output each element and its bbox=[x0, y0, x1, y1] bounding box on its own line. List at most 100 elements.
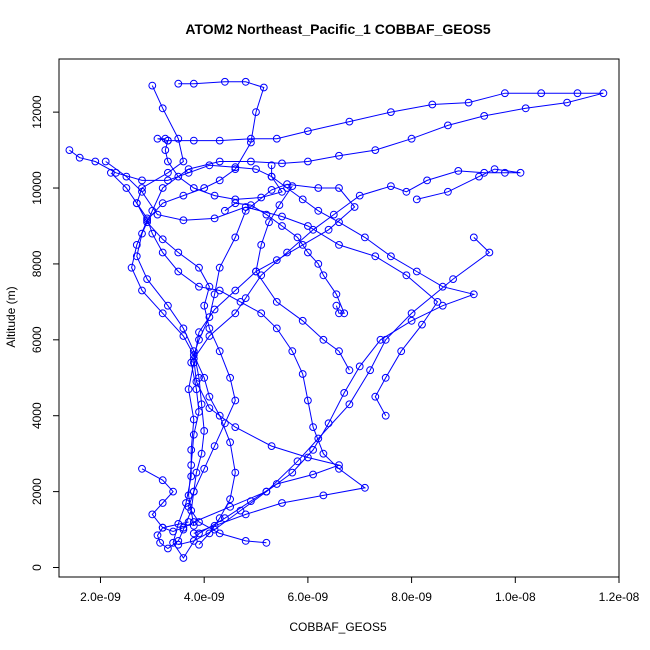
data-point bbox=[262, 210, 271, 219]
data-point bbox=[272, 256, 281, 265]
data-point bbox=[174, 172, 183, 181]
data-point bbox=[309, 225, 318, 234]
data-point bbox=[402, 271, 411, 280]
data-point bbox=[469, 233, 478, 242]
data-point bbox=[169, 527, 178, 536]
x-tick-label: 4.0e-09 bbox=[184, 590, 225, 604]
data-point bbox=[132, 252, 141, 261]
data-point bbox=[158, 199, 167, 208]
data-point bbox=[195, 540, 203, 549]
data-point bbox=[309, 470, 318, 479]
data-point bbox=[501, 168, 509, 177]
data-point bbox=[423, 176, 432, 185]
data-point bbox=[75, 153, 84, 162]
data-point bbox=[329, 210, 338, 219]
data-point bbox=[407, 134, 416, 143]
y-tick-label: 8000 bbox=[30, 250, 44, 277]
data-point bbox=[335, 241, 343, 249]
data-point bbox=[332, 301, 341, 310]
data-point bbox=[200, 301, 209, 310]
data-point bbox=[205, 392, 214, 401]
data-point bbox=[267, 186, 276, 194]
data-point bbox=[189, 487, 198, 496]
data-point bbox=[278, 212, 286, 221]
data-point bbox=[226, 495, 235, 504]
data-point bbox=[179, 216, 188, 225]
data-point bbox=[314, 206, 323, 215]
data-point bbox=[241, 294, 250, 303]
data-point bbox=[179, 324, 188, 333]
data-point bbox=[210, 214, 219, 223]
data-point bbox=[158, 523, 167, 532]
y-tick-label: 0 bbox=[30, 564, 44, 571]
data-point bbox=[241, 77, 250, 86]
data-point bbox=[438, 301, 447, 310]
x-tick-label: 6.0e-09 bbox=[288, 590, 329, 604]
data-point bbox=[278, 499, 286, 507]
data-point bbox=[138, 464, 146, 473]
data-point bbox=[164, 544, 172, 553]
data-point bbox=[387, 182, 395, 191]
data-point bbox=[345, 366, 354, 375]
data-point bbox=[122, 172, 131, 181]
data-point bbox=[161, 134, 170, 143]
data-point bbox=[143, 214, 152, 223]
data-point bbox=[138, 176, 146, 185]
data-point bbox=[262, 487, 271, 496]
data-point bbox=[485, 248, 494, 257]
data-point bbox=[490, 165, 499, 174]
data-point bbox=[355, 362, 364, 371]
data-point bbox=[138, 286, 146, 295]
data-point bbox=[501, 89, 509, 98]
series-0 bbox=[169, 165, 525, 562]
data-point bbox=[197, 449, 206, 458]
data-point bbox=[361, 483, 369, 492]
data-point bbox=[464, 98, 473, 107]
series-line bbox=[131, 81, 265, 546]
data-point bbox=[231, 286, 240, 295]
data-point bbox=[335, 151, 343, 160]
series-line bbox=[136, 85, 267, 544]
data-point bbox=[226, 438, 235, 447]
data-point bbox=[376, 335, 385, 344]
data-point bbox=[288, 468, 297, 477]
data-point bbox=[418, 320, 426, 329]
data-point bbox=[371, 392, 380, 401]
data-point bbox=[138, 187, 146, 196]
data-point bbox=[192, 468, 201, 477]
data-point bbox=[215, 347, 224, 356]
data-point bbox=[278, 159, 286, 168]
data-point bbox=[340, 309, 349, 318]
data-point bbox=[195, 335, 203, 344]
data-point bbox=[438, 282, 447, 291]
data-point bbox=[205, 161, 214, 170]
data-point bbox=[252, 165, 260, 174]
data-point bbox=[288, 347, 297, 356]
x-axis-label: COBBAF_GEOS5 bbox=[289, 620, 387, 634]
data-point bbox=[127, 263, 136, 272]
data-point bbox=[304, 222, 312, 230]
data-point bbox=[298, 241, 307, 249]
data-point bbox=[215, 411, 224, 420]
data-point bbox=[195, 529, 203, 538]
data-point bbox=[143, 275, 152, 284]
series-layer bbox=[65, 77, 608, 562]
data-point bbox=[293, 457, 302, 466]
data-point bbox=[355, 191, 364, 200]
data-point bbox=[189, 537, 198, 545]
data-point bbox=[231, 195, 240, 204]
data-point bbox=[537, 89, 546, 98]
data-point bbox=[304, 127, 312, 136]
data-point bbox=[241, 510, 250, 519]
data-point bbox=[189, 529, 198, 538]
data-point bbox=[309, 446, 318, 454]
x-tick-label: 1.0e-08 bbox=[495, 590, 536, 604]
series-10 bbox=[161, 136, 286, 204]
data-point bbox=[210, 191, 219, 200]
data-point bbox=[153, 134, 162, 143]
data-point bbox=[257, 309, 266, 318]
series-line bbox=[172, 168, 521, 559]
data-point bbox=[272, 324, 281, 333]
